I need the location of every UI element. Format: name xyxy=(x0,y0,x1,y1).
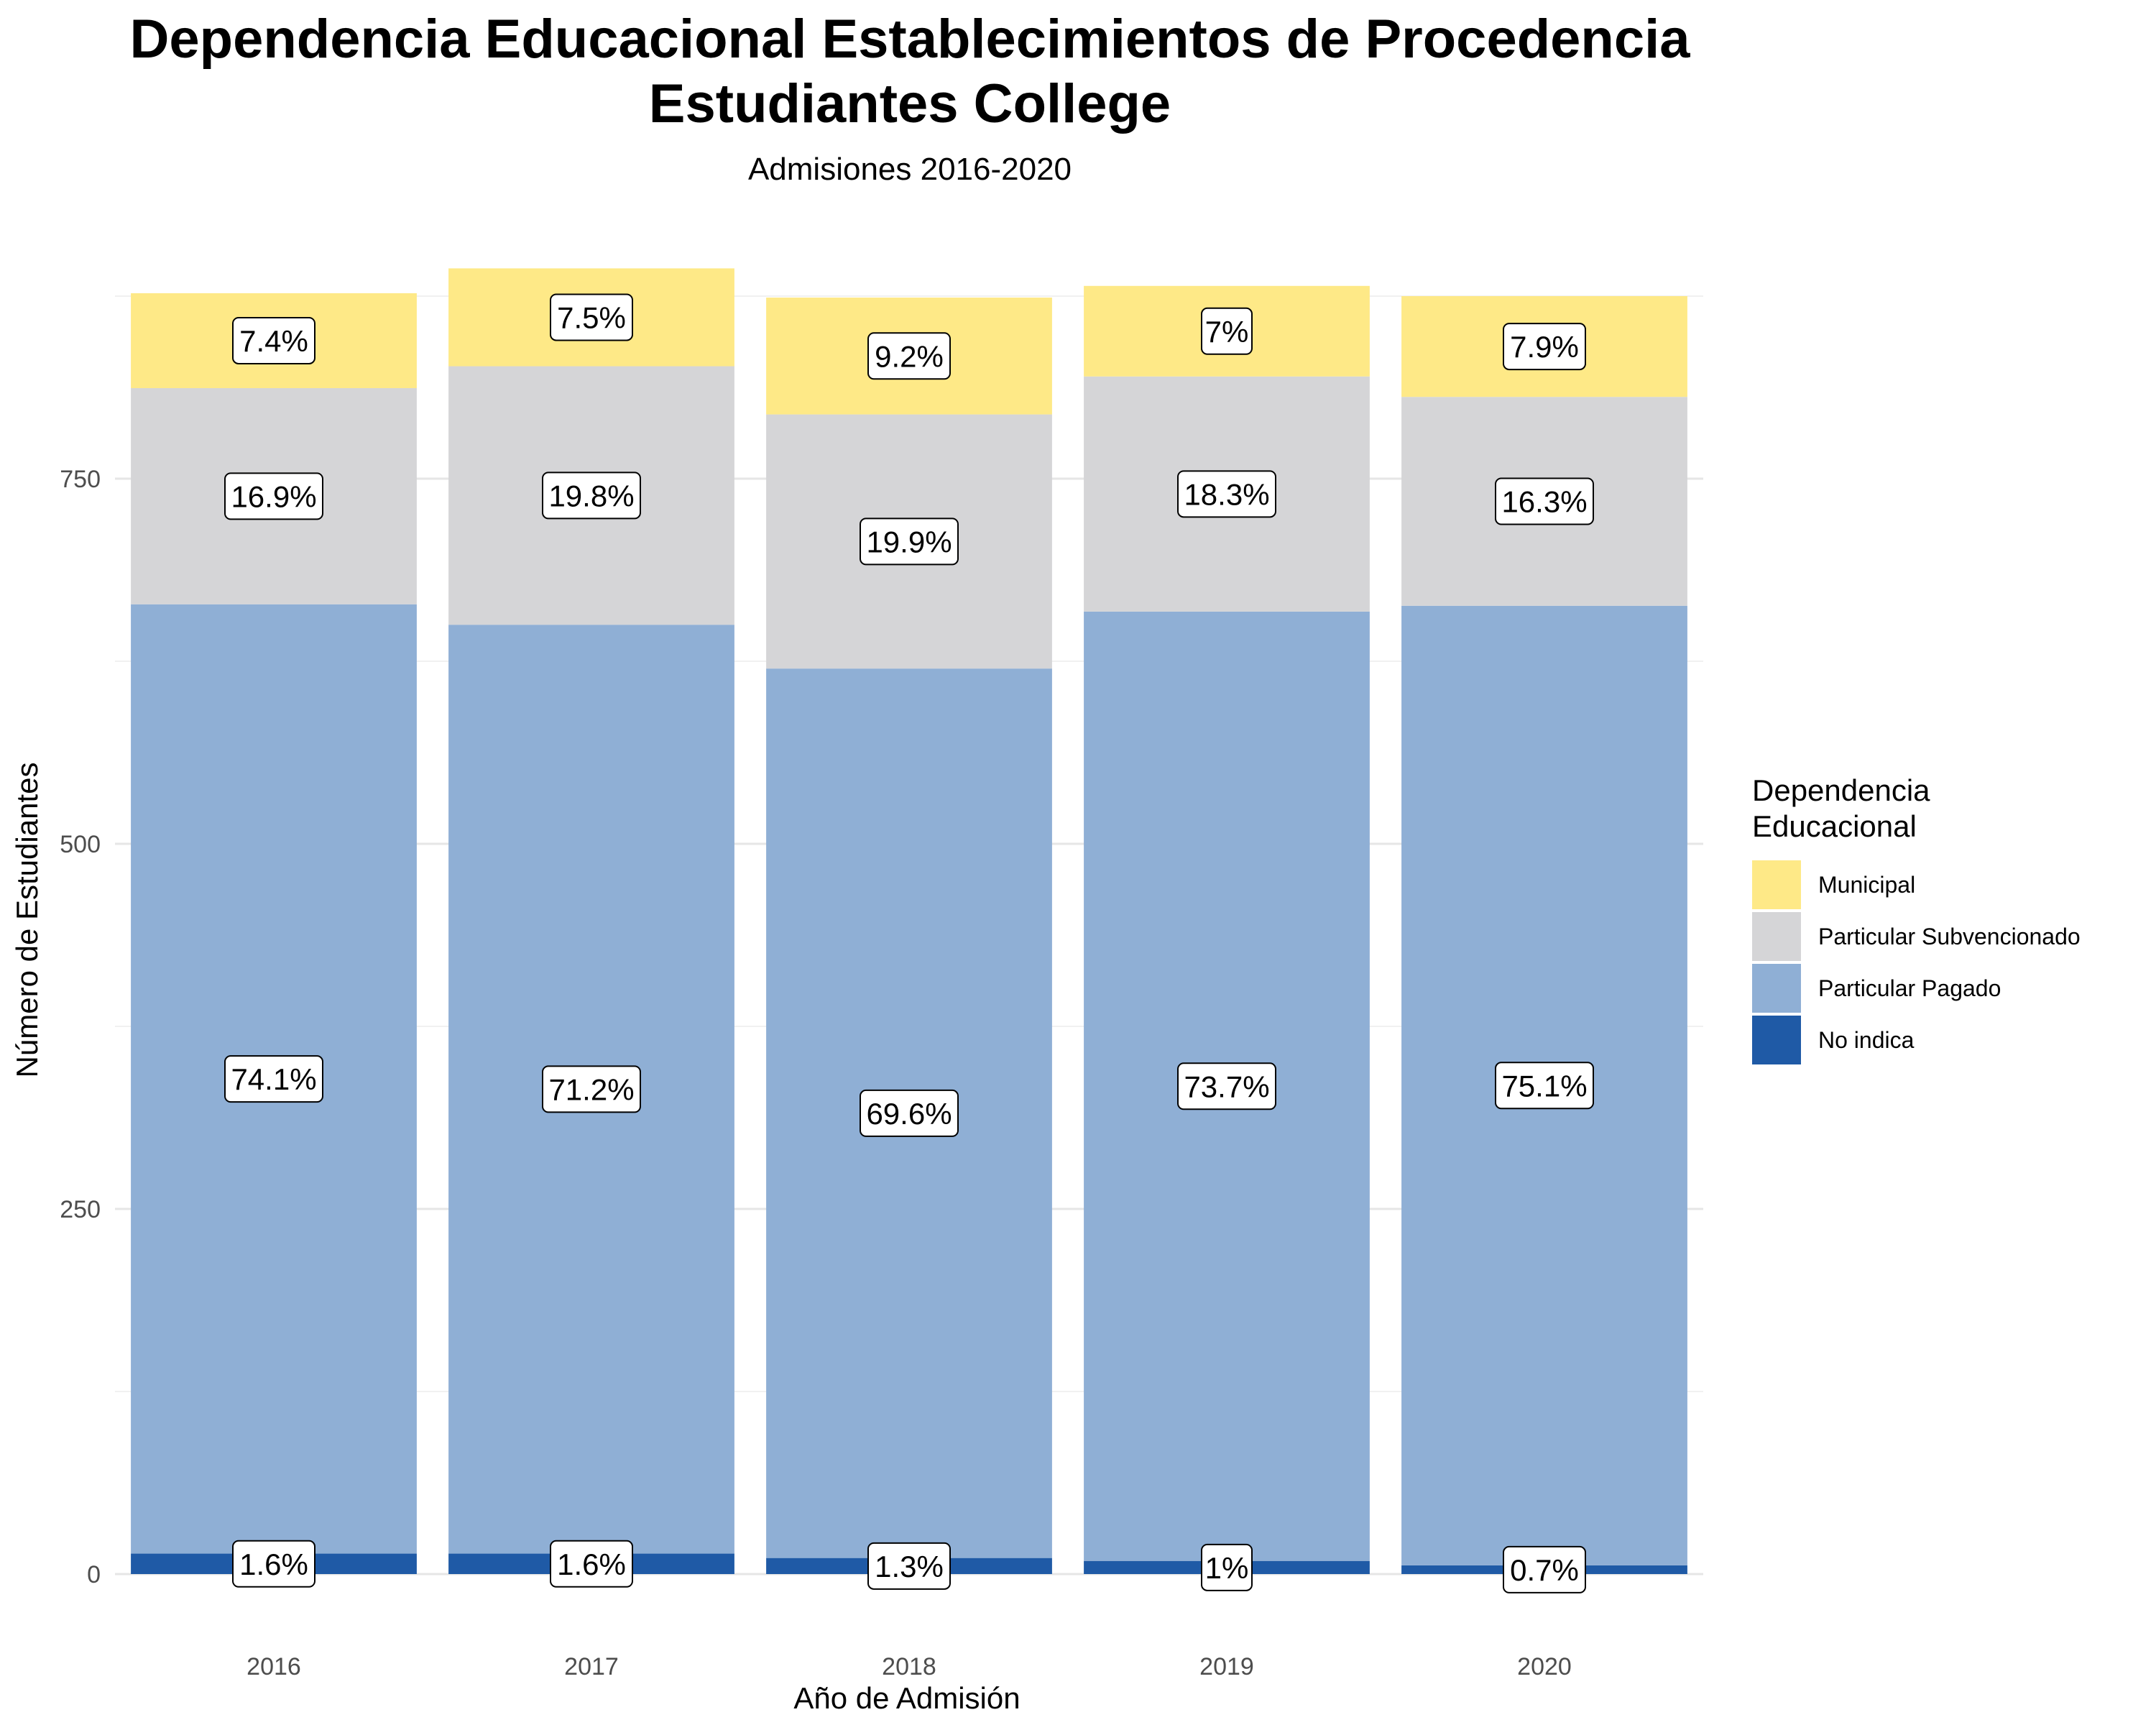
legend-label: No indica xyxy=(1818,1027,1915,1053)
data-label: 1.6% xyxy=(550,1540,633,1588)
data-label-text: 7.4% xyxy=(239,324,308,358)
legend: Dependencia Educacional Municipal Particu… xyxy=(1752,773,2081,1064)
data-label-box xyxy=(1177,1062,1276,1110)
legend-items: Municipal Particular Subvencionado Particu… xyxy=(1752,860,2081,1064)
data-label-box xyxy=(860,518,959,566)
data-label: 1% xyxy=(1201,1543,1253,1591)
y-axis-label: Número de Estudiantes xyxy=(10,763,44,1078)
data-label-box xyxy=(550,293,633,341)
legend-label: Particular Subvencionado xyxy=(1818,924,2081,949)
data-label: 18.3% xyxy=(1177,470,1276,518)
data-label-text: 1.6% xyxy=(239,1547,308,1581)
x-tick-label: 2016 xyxy=(247,1653,301,1680)
data-label-box xyxy=(542,472,641,520)
data-label-box xyxy=(1495,477,1594,525)
data-label: 7.4% xyxy=(232,316,315,364)
data-label-text: 1.6% xyxy=(557,1547,626,1581)
data-label-text: 7.5% xyxy=(557,300,626,334)
data-label: 7.5% xyxy=(550,293,633,341)
data-label-text: 74.1% xyxy=(231,1062,316,1096)
x-tick-label: 2018 xyxy=(882,1653,936,1680)
legend-label: Municipal xyxy=(1818,872,1915,898)
data-label-text: 71.2% xyxy=(548,1072,634,1106)
data-label-text: 16.3% xyxy=(1501,484,1587,518)
data-label-text: 0.7% xyxy=(1510,1553,1579,1587)
data-label: 9.2% xyxy=(867,332,951,380)
data-label-text: 9.2% xyxy=(875,339,944,373)
data-label-box xyxy=(1503,323,1586,371)
data-label: 16.3% xyxy=(1495,477,1594,525)
y-tick-label: 750 xyxy=(60,466,101,493)
data-label-text: 19.9% xyxy=(866,525,952,558)
data-label-box xyxy=(1495,1062,1594,1110)
data-label: 75.1% xyxy=(1495,1062,1594,1110)
data-label-box xyxy=(542,1065,641,1113)
chart-title-line-2: Estudiantes College xyxy=(649,73,1171,134)
data-label: 7% xyxy=(1201,307,1253,355)
data-label: 1.3% xyxy=(867,1542,951,1590)
legend-label: Particular Pagado xyxy=(1818,975,2001,1001)
data-label: 71.2% xyxy=(542,1065,641,1113)
y-tick-label: 0 xyxy=(87,1561,101,1588)
axes: 0 250 500 750 2016 2017 2018 2019 2020 xyxy=(60,466,1572,1680)
bars xyxy=(131,268,1687,1574)
data-label: 16.9% xyxy=(224,472,323,520)
data-label: 69.6% xyxy=(860,1089,959,1137)
x-tick-label: 2019 xyxy=(1199,1653,1254,1680)
legend-swatch xyxy=(1752,1016,1801,1064)
data-label-box xyxy=(1177,470,1276,518)
data-label-text: 7.9% xyxy=(1510,330,1579,364)
data-label-box xyxy=(224,472,323,520)
data-label-box xyxy=(232,316,315,364)
legend-title-line-1: Dependencia xyxy=(1752,773,1930,807)
data-label: 0.7% xyxy=(1503,1545,1586,1593)
y-tick-label: 250 xyxy=(60,1196,101,1223)
data-label: 19.9% xyxy=(860,518,959,566)
legend-swatch xyxy=(1752,860,1801,909)
data-label-text: 75.1% xyxy=(1501,1069,1587,1103)
legend-title-line-2: Educacional xyxy=(1752,809,1917,843)
data-label: 73.7% xyxy=(1177,1062,1276,1110)
data-label-box xyxy=(860,1089,959,1137)
data-label-text: 73.7% xyxy=(1184,1070,1269,1103)
legend-swatch xyxy=(1752,912,1801,961)
chart-title-line-1: Dependencia Educacional Establecimientos… xyxy=(130,9,1691,70)
data-label-box xyxy=(867,332,951,380)
data-label-box xyxy=(550,1540,633,1588)
data-label-box xyxy=(867,1542,951,1590)
legend-swatch xyxy=(1752,964,1801,1013)
data-label-text: 69.6% xyxy=(866,1097,952,1131)
data-label-text: 16.9% xyxy=(231,479,316,513)
x-axis-label: Año de Admisión xyxy=(793,1681,1020,1715)
y-tick-label: 500 xyxy=(60,831,101,858)
data-label-box xyxy=(232,1540,315,1588)
data-label-text: 1% xyxy=(1205,1551,1249,1585)
data-label: 1.6% xyxy=(232,1540,315,1588)
data-label-text: 7% xyxy=(1205,315,1249,349)
data-label-box xyxy=(1201,1543,1253,1591)
data-label-box xyxy=(224,1055,323,1103)
chart-subtitle: Admisiones 2016-2020 xyxy=(748,152,1072,187)
data-label-box xyxy=(1503,1545,1586,1593)
data-label: 19.8% xyxy=(542,472,641,520)
data-label-text: 1.3% xyxy=(875,1550,944,1583)
x-tick-label: 2020 xyxy=(1517,1653,1572,1680)
data-label: 74.1% xyxy=(224,1055,323,1103)
data-labels: 1.6% 74.1% 16.9% 7.4% 1.6% 71.2% 19.8% 7.5% 1.3%… xyxy=(224,293,1594,1593)
data-label-box xyxy=(1201,307,1253,355)
data-label: 7.9% xyxy=(1503,323,1586,371)
data-label-text: 19.8% xyxy=(548,479,634,512)
x-tick-label: 2017 xyxy=(564,1653,619,1680)
data-label-text: 18.3% xyxy=(1184,477,1269,511)
